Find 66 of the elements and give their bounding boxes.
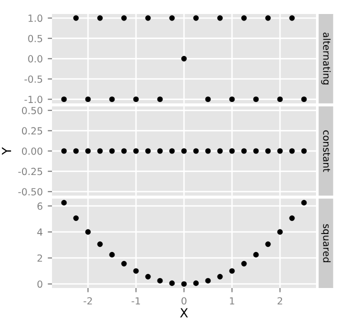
- y-tick-label: 2: [38, 254, 42, 262]
- y-tick-label: 1.0: [28, 14, 42, 22]
- y-tick-label: 4: [37, 228, 42, 236]
- x-tick-label: 1: [230, 297, 234, 304]
- point: [241, 260, 247, 266]
- point: [169, 15, 175, 21]
- point: [133, 96, 139, 102]
- point: [61, 96, 67, 102]
- point: [97, 15, 103, 21]
- point: [73, 15, 79, 21]
- y-tick-label: 6: [37, 202, 42, 210]
- point: [217, 274, 223, 280]
- point: [109, 252, 115, 258]
- point: [301, 96, 307, 102]
- point: [61, 200, 67, 206]
- point: [157, 96, 163, 102]
- point: [205, 278, 211, 284]
- point: [253, 252, 259, 258]
- y-tick-label: -1.0: [24, 96, 42, 104]
- point: [193, 280, 199, 286]
- point: [73, 215, 79, 221]
- x-tick-label: -2: [84, 297, 92, 304]
- point: [193, 15, 199, 21]
- y-tick-label: -0.50: [18, 188, 42, 196]
- point: [253, 96, 259, 102]
- point: [229, 268, 235, 274]
- point: [217, 15, 223, 21]
- point: [277, 96, 283, 102]
- point: [277, 229, 283, 235]
- point: [85, 229, 91, 235]
- y-tick-label: -0.25: [18, 168, 42, 176]
- y2-axis-title: constant: [323, 130, 330, 172]
- y2-axis-title: alternating: [321, 32, 331, 84]
- point: [109, 96, 115, 102]
- point: [121, 260, 127, 266]
- point: [181, 56, 187, 62]
- y-tick-label: 0.0: [28, 55, 42, 62]
- point: [289, 215, 295, 221]
- x-axis-title: X: [180, 308, 188, 318]
- x-tick-label: 2: [278, 297, 282, 304]
- point: [301, 200, 307, 206]
- point: [157, 278, 163, 284]
- point: [97, 241, 103, 247]
- point: [241, 15, 247, 21]
- point: [145, 274, 151, 280]
- point: [205, 96, 211, 102]
- point: [265, 241, 271, 247]
- y-tick-label: 0: [37, 280, 42, 288]
- point: [169, 280, 175, 286]
- x-tick-label: 0: [182, 297, 186, 305]
- point: [121, 15, 127, 21]
- point: [265, 15, 271, 21]
- y-tick-label: 0.00: [22, 147, 42, 155]
- point: [181, 281, 187, 287]
- point: [145, 15, 151, 21]
- point: [289, 15, 295, 21]
- point: [85, 96, 91, 102]
- point: [133, 268, 139, 274]
- y-tick-label: 0.5: [28, 34, 42, 42]
- y2-axis-title: squared: [321, 224, 331, 262]
- y-tick-label: 0.25: [22, 127, 42, 135]
- x-tick-label: -1: [132, 297, 140, 304]
- y-axis-title: Y: [2, 147, 12, 155]
- y-tick-label: 0.50: [22, 106, 42, 114]
- point: [229, 96, 235, 102]
- y-tick-label: -0.5: [24, 75, 42, 83]
